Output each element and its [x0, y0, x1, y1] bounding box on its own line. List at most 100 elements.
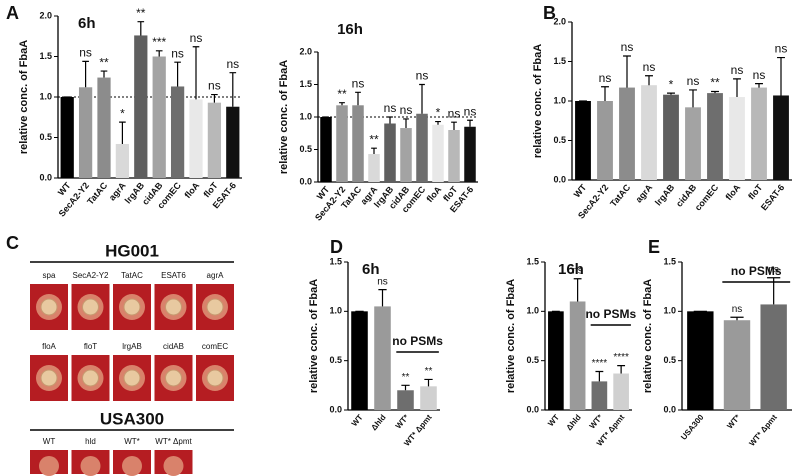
- bar: [152, 56, 166, 178]
- significance-label: ns: [753, 68, 766, 82]
- bar: [134, 35, 148, 178]
- y-tick-label: 0.5: [663, 355, 676, 365]
- error-bar: [401, 384, 410, 391]
- significance-label: ns: [171, 46, 184, 60]
- bracket-label: no PSMs: [731, 264, 782, 278]
- error-bar: [601, 86, 609, 101]
- y-tick-label: 0.5: [526, 355, 539, 365]
- error-bar: [174, 61, 181, 87]
- plate-label: agrA: [207, 271, 225, 280]
- bar: [352, 105, 364, 182]
- significance-label: **: [369, 132, 379, 146]
- bar: [397, 390, 414, 410]
- y-axis-label: relative conc. of FbaA: [18, 40, 30, 154]
- y-tick-label: 0.0: [299, 176, 312, 186]
- x-tick-label: WT*: [394, 412, 411, 430]
- plate-label: WT* Δpmt: [155, 437, 192, 446]
- error-bar: [777, 56, 785, 96]
- bar: [597, 101, 613, 180]
- y-tick-label: 1.0: [553, 95, 566, 105]
- y-axis-label: relative conc. of FbaA: [642, 279, 654, 393]
- bar: [448, 130, 460, 182]
- colony: [40, 369, 58, 387]
- error-bar: [387, 116, 393, 124]
- y-tick-label: 1.5: [663, 256, 676, 266]
- colony: [82, 369, 99, 387]
- significance-label: ns: [352, 76, 365, 90]
- y-tick-label: 0.0: [329, 404, 342, 414]
- significance-label: *: [120, 106, 125, 120]
- error-bar: [595, 370, 604, 382]
- error-bar: [755, 83, 763, 88]
- significance-label: ns: [448, 106, 461, 120]
- plate-label: ESAT6: [161, 271, 186, 280]
- x-tick-label: floA: [723, 182, 742, 202]
- bar: [374, 306, 391, 410]
- y-tick-label: 1.5: [39, 51, 52, 61]
- significance-label: ns: [416, 69, 429, 83]
- bar: [336, 105, 348, 182]
- y-tick-label: 0.0: [526, 404, 539, 414]
- bar: [751, 87, 767, 180]
- bracket-label: no PSMs: [392, 334, 443, 348]
- halo: [39, 456, 59, 476]
- error-bar: [435, 120, 441, 125]
- halo: [122, 456, 142, 476]
- bar: [687, 311, 714, 410]
- y-axis-label: relative conc. of FbaA: [308, 279, 320, 393]
- x-tick-label: WT* Δpmt: [747, 413, 779, 448]
- error-bar: [355, 91, 361, 106]
- bar: [760, 304, 787, 410]
- y-tick-label: 1.5: [526, 256, 539, 266]
- colony: [206, 369, 224, 387]
- error-bar: [573, 278, 582, 302]
- y-tick-label: 0.0: [553, 174, 566, 184]
- plate-group-title: USA300: [100, 409, 164, 428]
- error-bar: [730, 316, 744, 321]
- x-tick-label: Δhld: [369, 413, 387, 432]
- error-bar: [711, 90, 719, 94]
- plate-label: SecA2-Y2: [72, 271, 109, 280]
- bar: [368, 154, 380, 182]
- y-tick-label: 1.0: [39, 91, 52, 101]
- plate-label: WT: [43, 437, 56, 446]
- bar: [641, 85, 657, 180]
- plate-label: floT: [84, 342, 97, 351]
- bar: [591, 381, 608, 410]
- bar: [384, 123, 396, 182]
- error-bar: [119, 121, 126, 144]
- colony: [123, 298, 141, 316]
- bar: [575, 101, 591, 180]
- bar: [773, 95, 789, 180]
- bar: [115, 143, 130, 178]
- plate-label: spa: [43, 271, 56, 280]
- colony: [165, 369, 182, 387]
- plate-label: hld: [85, 437, 96, 446]
- plate-label: comEC: [202, 342, 228, 351]
- error-bar: [419, 83, 425, 114]
- error-bar: [339, 102, 345, 106]
- error-bar: [733, 78, 741, 98]
- bar: [613, 373, 629, 410]
- error-bar: [467, 119, 473, 127]
- x-tick-label: USA300: [679, 412, 706, 441]
- error-bar: [371, 147, 377, 155]
- error-bar: [424, 378, 433, 387]
- y-axis-label: relative conc. of FbaA: [505, 279, 517, 393]
- y-tick-label: 2.0: [39, 10, 52, 20]
- chart-title: 16h: [558, 261, 584, 278]
- significance-label: ns: [643, 60, 656, 74]
- y-tick-label: 1.5: [553, 56, 566, 66]
- bar: [729, 97, 745, 180]
- y-tick-label: 1.5: [329, 256, 342, 266]
- significance-label: ****: [613, 352, 629, 363]
- x-tick-label: WT: [546, 413, 561, 428]
- x-tick-label: floA: [182, 180, 201, 200]
- panel-label: E: [648, 237, 660, 257]
- error-bar: [451, 121, 457, 130]
- significance-label: ns: [572, 265, 583, 276]
- y-tick-label: 0.5: [39, 132, 52, 142]
- y-tick-label: 1.5: [299, 79, 312, 89]
- error-bar: [137, 21, 145, 36]
- x-tick-label: ESAT-6: [759, 182, 786, 212]
